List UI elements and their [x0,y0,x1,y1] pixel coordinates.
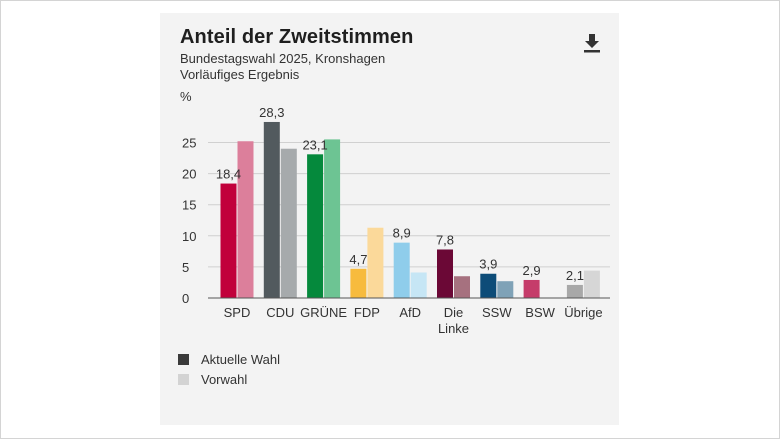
legend-item-previous: Vorwahl [178,371,247,387]
value-label: 8,9 [393,226,411,241]
value-label: 4,7 [349,252,367,267]
bar-previous [497,281,514,298]
chart-status: Vorläufiges Ergebnis [180,67,300,82]
legend-item-current: Aktuelle Wahl [178,351,280,367]
x-tick-label: Linke [438,321,469,336]
bar-previous [410,272,427,298]
chart-subtitle: Bundestagswahl 2025, Kronshagen [180,51,386,66]
y-tick-label: 25 [182,136,196,151]
x-tick-label: Übrige [564,305,602,320]
bars [220,121,600,298]
bar-current [350,268,367,298]
chart-card: Anteil der Zweitstimmen Bundestagswahl 2… [160,13,619,425]
x-tick-label: BSW [525,305,555,320]
value-label: 2,9 [523,263,541,278]
y-tick-label: 10 [182,229,196,244]
bar-chart: % 0 5 10 15 20 25 18,4 28,3 23,1 4,7 8,9 7,8 3,9 2,9… [180,89,610,336]
bar-current [523,279,540,298]
y-tick-label: 15 [182,198,196,213]
bar-previous [367,227,384,298]
value-label: 23,1 [302,137,327,152]
legend-label-previous: Vorwahl [201,371,248,387]
value-label: 3,9 [479,257,497,272]
chart-title: Anteil der Zweitstimmen [180,26,414,48]
y-axis-label: % [180,89,192,104]
x-tick-label: CDU [266,305,294,320]
bar-current [437,249,453,298]
value-label: 7,8 [436,232,454,247]
download-icon[interactable] [580,31,604,55]
x-tick-label: SSW [482,305,512,320]
download-icon-graphic [584,34,600,53]
value-label: 2,1 [566,268,584,283]
bar-current [220,183,237,298]
bar-previous [237,141,254,298]
legend-swatch-current [178,353,189,365]
legend-swatch-previous [178,373,189,385]
bar-current [393,242,410,298]
bar-previous [324,139,341,298]
bar-previous [583,270,600,298]
bar-previous [454,276,470,298]
y-tick-label: 5 [182,260,189,275]
value-label: 28,3 [259,105,284,120]
x-tick-label: FDP [354,305,380,320]
x-tick-label: Die [444,305,464,320]
bar-current [566,284,583,298]
x-tick-label: AfD [399,305,421,320]
bar-current [307,154,324,298]
value-labels: 18,4 28,3 23,1 4,7 8,9 7,8 3,9 2,9 2,1 [216,105,584,283]
x-tick-label: GRÜNE [300,305,347,320]
bar-current [263,121,280,298]
legend-label-current: Aktuelle Wahl [201,351,280,367]
y-tick-label: 0 [182,291,189,306]
bar-current [480,273,497,298]
y-tick-labels: 0 5 10 15 20 25 [182,136,196,307]
bar-previous [280,148,297,298]
value-label: 18,4 [216,167,241,182]
x-tick-label: SPD [224,305,251,320]
y-tick-label: 20 [182,167,196,182]
